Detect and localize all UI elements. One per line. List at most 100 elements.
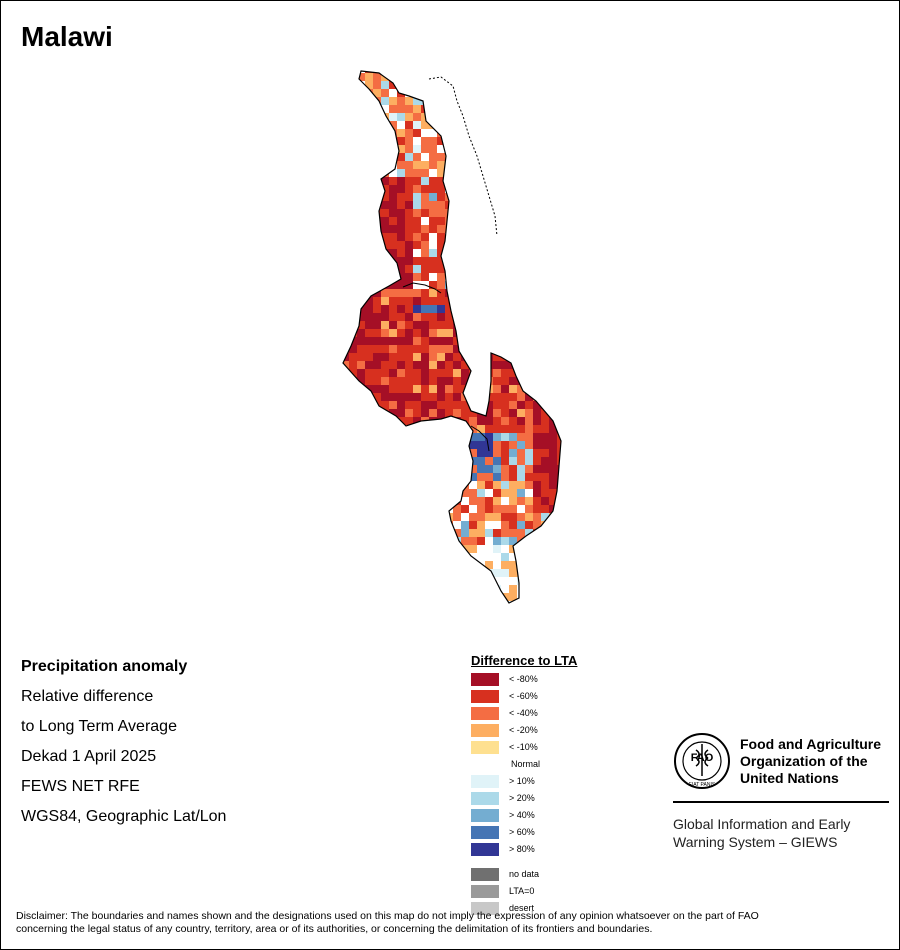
anomaly-cell [477,201,485,209]
anomaly-cell [485,89,493,97]
anomaly-cell [557,305,561,313]
anomaly-cell [365,529,373,537]
anomaly-cell [541,209,549,217]
anomaly-cell [493,297,501,305]
anomaly-cell [477,529,485,537]
anomaly-cell [517,185,525,193]
anomaly-cell [349,409,357,417]
anomaly-cell [373,297,381,305]
anomaly-cell [421,441,429,449]
anomaly-cell [413,305,421,313]
anomaly-cell [343,321,349,329]
anomaly-cell [485,537,493,545]
anomaly-cell [349,521,357,529]
anomaly-cell [549,137,557,145]
legend-item: > 60% [471,824,671,841]
anomaly-cell [349,465,357,473]
anomaly-cell [477,441,485,449]
anomaly-cell [485,465,493,473]
legend-label: > 40% [509,810,535,820]
anomaly-cell [461,489,469,497]
anomaly-cell [365,553,373,561]
anomaly-cell [469,481,477,489]
anomaly-cell [373,81,381,89]
anomaly-cell [469,81,477,89]
anomaly-cell [421,401,429,409]
anomaly-cell [493,553,501,561]
anomaly-cell [357,497,365,505]
anomaly-cell [381,577,389,585]
anomaly-cell [397,521,405,529]
anomaly-cell [565,377,573,385]
anomaly-cell [413,145,421,153]
anomaly-cell [533,369,541,377]
anomaly-cell [453,305,461,313]
anomaly-cell [493,129,501,137]
anomaly-cell [445,73,453,81]
anomaly-cell [485,369,493,377]
anomaly-cell [413,273,421,281]
anomaly-cell [421,193,429,201]
anomaly-cell [485,601,493,603]
anomaly-cell [493,217,501,225]
fao-org-line-1: Food and Agriculture [740,736,882,752]
anomaly-cell [541,177,549,185]
anomaly-cell [365,561,373,569]
anomaly-cell [565,601,573,609]
anomaly-cell [413,265,421,273]
anomaly-cell [477,593,485,601]
anomaly-cell [349,177,357,185]
anomaly-cell [381,305,389,313]
legend-label: < -80% [509,674,538,684]
anomaly-cell [517,177,525,185]
anomaly-cell [381,145,389,153]
anomaly-cell [453,369,461,377]
anomaly-cell [525,457,533,465]
anomaly-cell [477,553,485,561]
anomaly-cell [349,297,357,305]
anomaly-cell [343,257,349,265]
anomaly-cell [533,281,541,289]
anomaly-cell [549,425,557,433]
anomaly-cell [469,193,477,201]
anomaly-cell [541,257,549,265]
anomaly-cell [533,241,541,249]
anomaly-cell [469,161,477,169]
anomaly-cell [549,545,557,553]
anomaly-cell [469,225,477,233]
anomaly-cell [365,521,373,529]
anomaly-cell [557,289,561,297]
anomaly-cell [365,449,373,457]
anomaly-cell [437,401,445,409]
anomaly-cell [397,169,405,177]
anomaly-cell [477,145,485,153]
anomaly-cell [549,465,557,473]
anomaly-cell [565,473,573,481]
anomaly-cell [533,417,541,425]
anomaly-cell [389,321,397,329]
anomaly-cell [357,329,365,337]
anomaly-cell [349,497,357,505]
anomaly-cell [429,73,437,81]
anomaly-cell [525,137,533,145]
anomaly-cell [397,305,405,313]
anomaly-cell [349,145,357,153]
anomaly-cell [453,169,461,177]
anomaly-cell [453,281,461,289]
anomaly-cell [541,473,549,481]
anomaly-cell [485,177,493,185]
anomaly-cell [421,369,429,377]
anomaly-cell [541,97,549,105]
anomaly-cell [453,433,461,441]
anomaly-cell [413,241,421,249]
anomaly-cell [381,465,389,473]
anomaly-cell [493,473,501,481]
anomaly-cell [453,593,461,601]
legend-label: < -10% [509,742,538,752]
info-measure: Relative difference [21,688,154,705]
anomaly-cell [509,105,517,113]
anomaly-cell [549,297,557,305]
anomaly-cell [461,305,469,313]
anomaly-cell [461,569,469,577]
anomaly-cell [405,593,413,601]
